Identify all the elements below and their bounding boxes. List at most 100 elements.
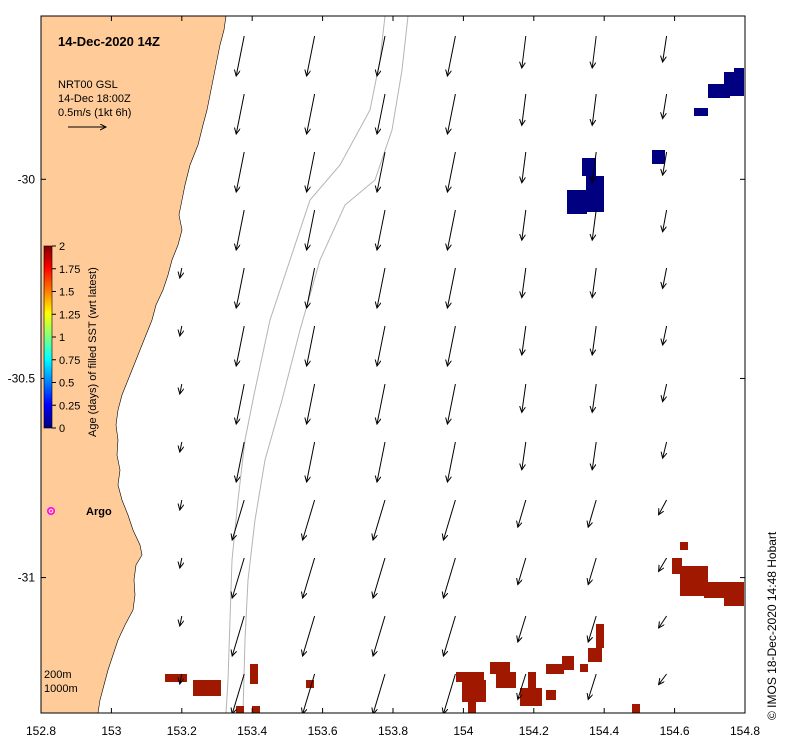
- x-tick-label: 154.2: [519, 724, 549, 738]
- current-vector: [180, 615, 182, 626]
- current-vector: [447, 441, 456, 482]
- current-vector: [518, 673, 527, 699]
- current-vector: [663, 209, 668, 232]
- current-vector: [592, 209, 597, 240]
- current-vector: [447, 151, 456, 192]
- current-vector: [588, 557, 597, 585]
- current-vector: [592, 325, 597, 355]
- current-vector: [307, 325, 316, 366]
- sst-patch: [680, 542, 688, 550]
- current-vector: [659, 557, 668, 571]
- colorbar: 2 1.75 1.5 1.25 1 0.75 0.5 0.25 0 Age (days) of …: [43, 241, 99, 437]
- current-vector: [447, 35, 456, 76]
- current-vector: [307, 209, 316, 250]
- sst-patch: [632, 704, 640, 713]
- y-tick-label: -31: [18, 571, 36, 585]
- current-vector: [236, 267, 245, 308]
- sst-patch: [250, 664, 258, 684]
- colorbar-tick-label: 1.75: [59, 264, 80, 276]
- current-vector: [522, 151, 527, 183]
- current-vector: [592, 35, 597, 68]
- current-vector: [588, 615, 597, 642]
- y-axis: -30 -30.5 -31: [8, 172, 745, 585]
- current-vector: [592, 383, 597, 412]
- sst-patch: [528, 672, 536, 688]
- sst-patch: [724, 72, 744, 96]
- current-arrows: [180, 35, 668, 713]
- credit-text: © IMOS 18-Dec-2020 14:48 Hobart: [765, 531, 779, 720]
- current-vector: [377, 35, 386, 76]
- colorbar-gradient: [43, 245, 53, 429]
- current-vector: [377, 383, 386, 424]
- argo-label: Argo: [86, 506, 112, 518]
- sst-patch: [462, 680, 486, 702]
- current-vector: [232, 557, 245, 598]
- current-vector: [663, 325, 668, 345]
- current-vector: [663, 93, 668, 119]
- isobath-1000m: [242, 16, 409, 713]
- colorbar-tick-label: 1.5: [59, 287, 74, 299]
- sst-patch: [496, 672, 516, 688]
- current-vector: [377, 151, 386, 192]
- current-vector: [663, 35, 668, 62]
- x-tick-label: 154.8: [730, 724, 760, 738]
- current-vector: [180, 325, 182, 336]
- current-vector: [377, 325, 386, 366]
- x-tick-label: 153.4: [237, 724, 267, 738]
- sst-patch: [582, 158, 596, 176]
- sst-patch: [652, 150, 665, 164]
- current-vector: [307, 151, 316, 192]
- current-vector: [303, 499, 316, 540]
- current-vector: [447, 325, 456, 366]
- colorbar-tick-label: 0: [59, 423, 65, 435]
- current-vector: [443, 673, 456, 713]
- argo-float: Argo: [46, 506, 112, 518]
- sst-patch: [588, 648, 602, 662]
- sst-patch: [546, 664, 564, 674]
- sst-patch: [567, 190, 587, 214]
- y-tick-label: -30: [18, 172, 36, 186]
- current-vector: [232, 673, 245, 713]
- current-vector: [522, 325, 527, 355]
- sst-patch: [734, 68, 744, 76]
- current-vector: [236, 383, 245, 424]
- sst-patch: [680, 566, 708, 596]
- sst-patch: [586, 176, 604, 212]
- current-vector: [447, 267, 456, 308]
- sst-patch: [694, 108, 708, 116]
- current-vector: [180, 673, 182, 684]
- legend-scale: 0.5m/s (1kt 6h): [58, 107, 131, 119]
- current-vector: [522, 441, 527, 470]
- sst-patch: [520, 688, 542, 706]
- y-tick-label: -30.5: [8, 371, 36, 385]
- legend-time: 14-Dec 18:00Z: [58, 93, 131, 105]
- current-vector: [180, 383, 182, 394]
- sst-age-young-patches: [567, 68, 744, 214]
- coastline-land: [41, 16, 227, 713]
- sst-patch: [456, 672, 484, 682]
- current-vector: [659, 615, 668, 628]
- current-vector: [588, 499, 597, 527]
- sst-patch: [580, 664, 588, 672]
- current-vector: [443, 557, 456, 598]
- current-vector: [663, 441, 668, 458]
- current-vector: [522, 35, 527, 68]
- colorbar-tick-label: 0.25: [59, 400, 80, 412]
- x-tick-label: 153: [101, 724, 121, 738]
- sst-patch: [672, 558, 682, 574]
- legend-source: NRT00 GSL: [58, 79, 118, 91]
- sst-patch: [165, 674, 187, 682]
- current-vector: [592, 151, 597, 183]
- colorbar-tick-label: 1.25: [59, 309, 80, 321]
- sst-patch: [490, 662, 510, 674]
- map-title: 14-Dec-2020 14Z: [58, 34, 160, 49]
- x-tick-label: 154.6: [660, 724, 690, 738]
- argo-marker-icon: [46, 506, 55, 515]
- current-vector: [522, 93, 527, 125]
- current-vector: [232, 499, 245, 540]
- current-vector: [373, 615, 386, 656]
- current-vector: [659, 499, 668, 515]
- current-vector: [522, 383, 527, 412]
- current-vector: [592, 93, 597, 125]
